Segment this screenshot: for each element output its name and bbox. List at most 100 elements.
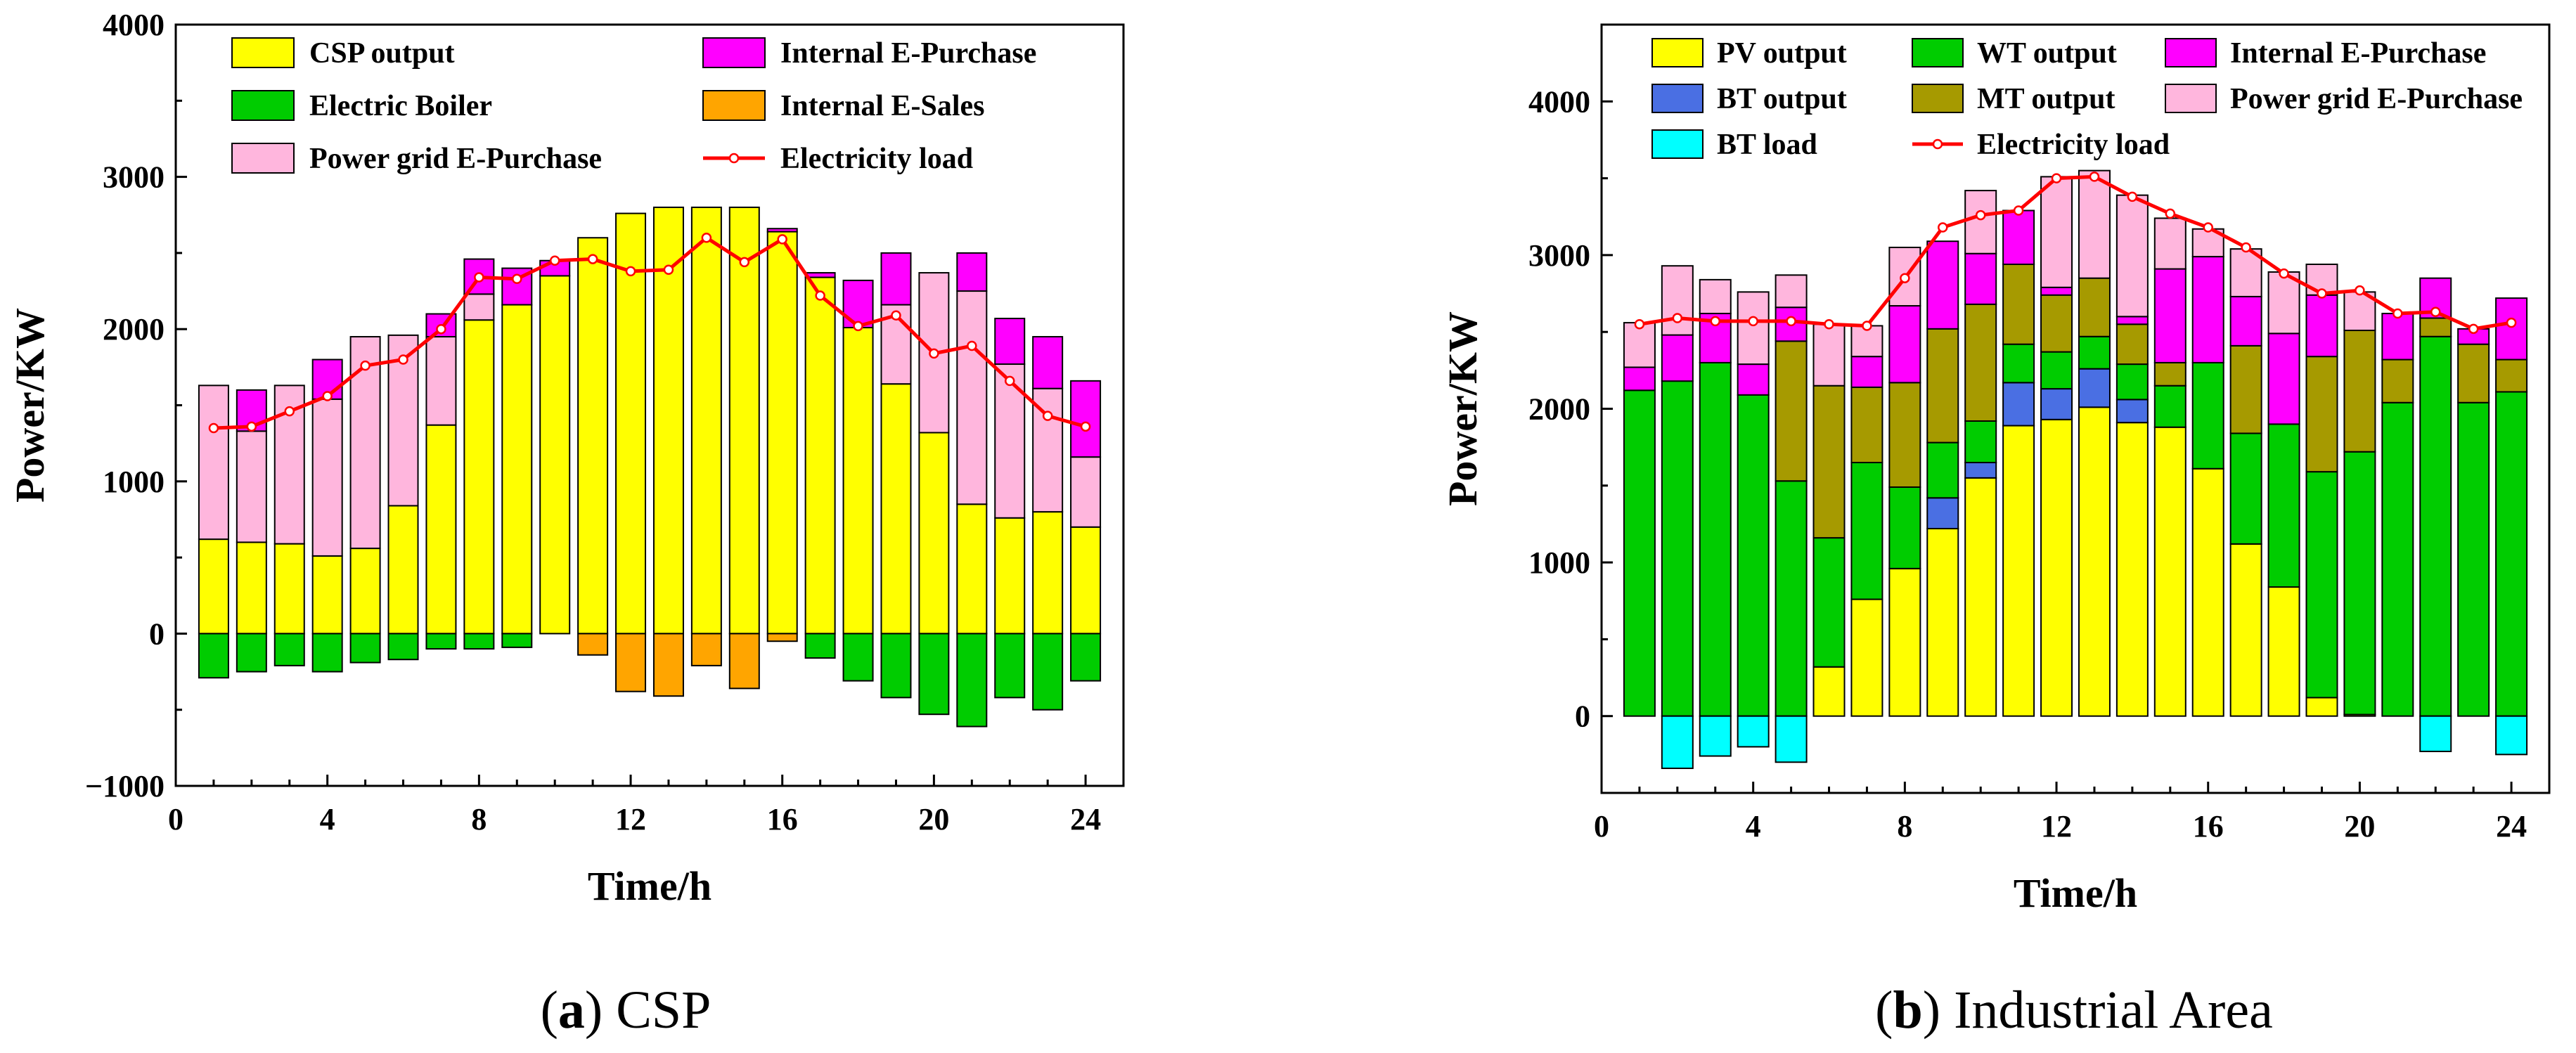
bar-internal-e-purchase (842, 279, 874, 329)
bar-csp-output (501, 304, 533, 635)
load-point (2013, 205, 2024, 216)
bar-wt-output (2229, 432, 2262, 545)
bar-internal-e-purchase (1623, 366, 1656, 392)
x-tick-label: 8 (1897, 809, 1912, 844)
bar-csp-output (311, 555, 343, 635)
caption-letter: b (1893, 981, 1922, 1040)
legend-label: MT output (1977, 83, 2115, 115)
y-tick-labels: 0 1000 2000 3000 4000 (1528, 84, 1590, 733)
bar-bt-load (1699, 715, 1732, 757)
legend-label: BT load (1717, 129, 1817, 161)
bar-wt-output (2040, 351, 2073, 390)
load-point (1900, 273, 1910, 283)
x-tick-label: 16 (2193, 809, 2224, 844)
legend-label: Electric Boiler (309, 90, 492, 122)
bar-mt-output (2381, 358, 2414, 403)
load-point (246, 421, 257, 432)
x-tick-label: 24 (1070, 802, 1101, 836)
bar-wt-output (1812, 537, 1846, 668)
load-point (587, 254, 598, 264)
bar-power-grid-e-purchase (956, 290, 988, 505)
load-point (2430, 306, 2441, 318)
bar-power-grid-e-purchase (1623, 322, 1656, 368)
x-tick-label: 8 (471, 802, 487, 836)
bar-power-grid-e-purchase (1699, 278, 1732, 314)
bar-wt-output (2305, 471, 2338, 699)
legend-label: Power grid E-Purchase (2230, 83, 2523, 115)
bar-pv-output (2040, 418, 2073, 717)
y-axis-title: Power/KW (1440, 311, 1486, 506)
bar-wt-output (2419, 335, 2452, 717)
bar-electric-boiler (311, 633, 343, 673)
bar-pv-output (2153, 426, 2187, 717)
bar-internal-e-sales (615, 633, 647, 692)
bar-wt-output (1699, 361, 1732, 717)
x-tick-label: 20 (918, 802, 949, 836)
load-point (2241, 242, 2251, 253)
tick-marks (174, 23, 1125, 787)
bar-mt-output (1888, 382, 1921, 488)
bar-power-grid-e-purchase (1737, 291, 1770, 366)
x-tick-label: 4 (1746, 809, 1761, 844)
load-point (1862, 321, 1872, 331)
bar-bt-output (1926, 497, 1959, 530)
bar-internal-e-purchase (880, 252, 912, 306)
bar-wt-output (1623, 389, 1656, 717)
bar-wt-output (2191, 361, 2224, 470)
bar-pv-output (1888, 567, 1921, 717)
bar-electric-boiler (956, 633, 988, 728)
y-tick-label: 4000 (1528, 84, 1590, 119)
load-point (2468, 323, 2479, 335)
bar-mt-output (2115, 323, 2149, 366)
bar-electric-boiler (425, 633, 457, 650)
y-axis-title: Power/KW (7, 308, 53, 503)
bar-bt-load (1737, 715, 1770, 748)
panel-caption: (a) CSP (541, 981, 711, 1040)
bar-internal-e-purchase (766, 228, 798, 233)
legend-swatch (231, 37, 295, 68)
bars-group (1623, 169, 2528, 770)
bar-csp-output (766, 231, 798, 635)
legend-label: Electricity load (1977, 129, 2170, 161)
x-tick-label: 16 (767, 802, 798, 836)
bar-electric-boiler (387, 633, 419, 661)
bar-power-grid-e-purchase (1850, 325, 1883, 358)
legend: PV output WT output Internal E-Purchase BT … (1651, 37, 2523, 161)
load-point (284, 406, 295, 417)
load-point (398, 354, 408, 365)
load-point (853, 321, 863, 332)
legend-item-bt-output: BT output (1651, 83, 1847, 115)
bar-bt-output (2002, 382, 2035, 427)
legend-label: Power grid E-Purchase (309, 143, 602, 175)
bar-power-grid-e-purchase (1661, 265, 1694, 336)
caption-text: CSP (603, 981, 711, 1040)
load-point (1824, 319, 1834, 330)
bar-internal-e-purchase (1964, 252, 1997, 305)
bar-internal-e-sales (652, 633, 684, 697)
load-point (1042, 411, 1053, 421)
bar-wt-output (1775, 480, 1808, 717)
y-tick-label: 2000 (1528, 392, 1590, 427)
load-point (2089, 172, 2100, 182)
x-tick-label: 12 (615, 802, 646, 836)
bar-wt-output (2381, 401, 2414, 717)
bar-power-grid-e-purchase (387, 334, 419, 507)
bar-power-grid-e-purchase (2153, 217, 2187, 270)
load-point (2317, 288, 2327, 299)
load-point (512, 273, 522, 284)
load-point (1710, 316, 1721, 327)
bar-power-grid-e-purchase (425, 336, 457, 426)
load-point (474, 272, 484, 283)
bar-electric-boiler (236, 633, 267, 673)
bar-internal-e-sales (577, 633, 609, 656)
load-point (2393, 308, 2403, 319)
panel-caption: (b) Industrial Area (1875, 981, 2273, 1040)
bar-power-grid-e-purchase (2229, 248, 2262, 297)
y-tick-label: 2000 (103, 312, 165, 347)
legend-label: Internal E-Purchase (780, 37, 1036, 70)
bar-pv-output (2002, 425, 2035, 717)
bar-power-grid-e-purchase (1775, 274, 1808, 309)
bar-csp-output (1032, 511, 1064, 635)
bar-internal-e-purchase (2191, 256, 2224, 363)
